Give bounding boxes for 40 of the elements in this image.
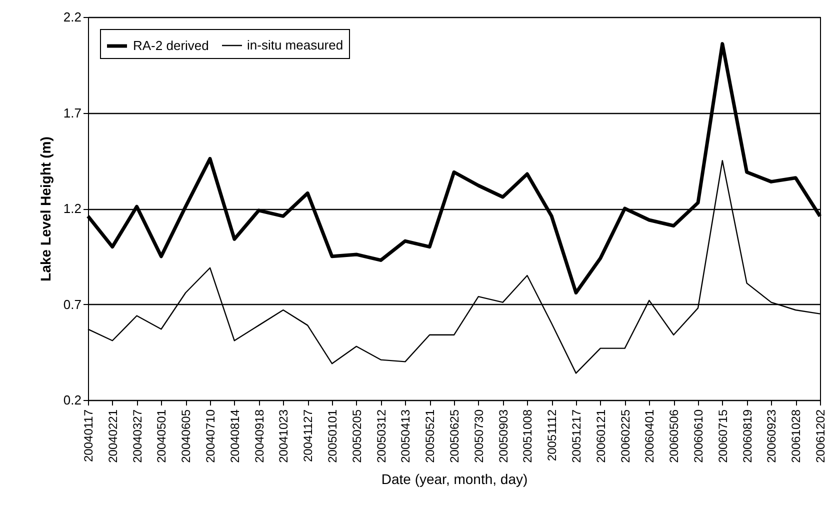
y-tick-label: 1.2 xyxy=(63,201,82,216)
x-tick-label: 20040710 xyxy=(204,409,218,463)
x-tick-label: 20050521 xyxy=(423,409,438,463)
x-tick-label: 20050625 xyxy=(448,409,462,463)
y-tick-label: 2.2 xyxy=(63,10,82,24)
x-tick-label: 20040117 xyxy=(82,409,96,462)
x-tick-label: 20051217 xyxy=(570,409,584,463)
x-tick-label: 20040501 xyxy=(154,409,169,463)
x-tick-label: 20040605 xyxy=(179,409,194,463)
x-tick-label: 20060121 xyxy=(594,409,608,463)
x-tick-label: 20050101 xyxy=(326,409,340,463)
x-tick-label: 20050205 xyxy=(350,409,364,463)
x-tick-label: 20041023 xyxy=(276,409,291,463)
x-tick-label: 20051112 xyxy=(545,409,560,462)
x-axis-title: Date (year, month, day) xyxy=(381,470,528,487)
legend-label: in-situ measured xyxy=(247,38,344,52)
x-tick-label: 20040814 xyxy=(228,409,242,463)
x-tick-label: 20060610 xyxy=(692,409,706,463)
x-tick-label: 20050903 xyxy=(496,409,510,463)
x-tick-label: 20061202 xyxy=(814,409,828,463)
x-tick-label: 20050312 xyxy=(374,409,388,463)
x-tick-label: 20061028 xyxy=(789,409,804,463)
x-tick-label: 20040327 xyxy=(130,409,144,463)
x-tick-label: 20051008 xyxy=(520,409,535,463)
x-tick-label: 20060506 xyxy=(667,409,682,463)
x-tick-label: 20040918 xyxy=(252,409,266,463)
x-tick-label: 20050413 xyxy=(398,409,413,463)
x-tick-label: 20060819 xyxy=(740,409,754,463)
x-tick-label: 20041127 xyxy=(301,409,316,462)
x-tick-label: 20040221 xyxy=(106,409,120,463)
x-tick-label: 20060715 xyxy=(716,409,730,463)
x-tick-label: 20050730 xyxy=(472,409,486,463)
y-tick-label: 0.2 xyxy=(63,392,82,408)
x-tick-label: 20060225 xyxy=(618,409,632,463)
legend-label: RA-2 derived xyxy=(133,38,209,53)
x-tick-label: 20060401 xyxy=(642,409,657,463)
y-axis-title: Lake Level Height (m) xyxy=(37,136,54,282)
y-tick-label: 0.7 xyxy=(63,296,82,312)
x-tick-label: 20060923 xyxy=(764,409,779,463)
y-tick-label: 1.7 xyxy=(63,105,82,120)
